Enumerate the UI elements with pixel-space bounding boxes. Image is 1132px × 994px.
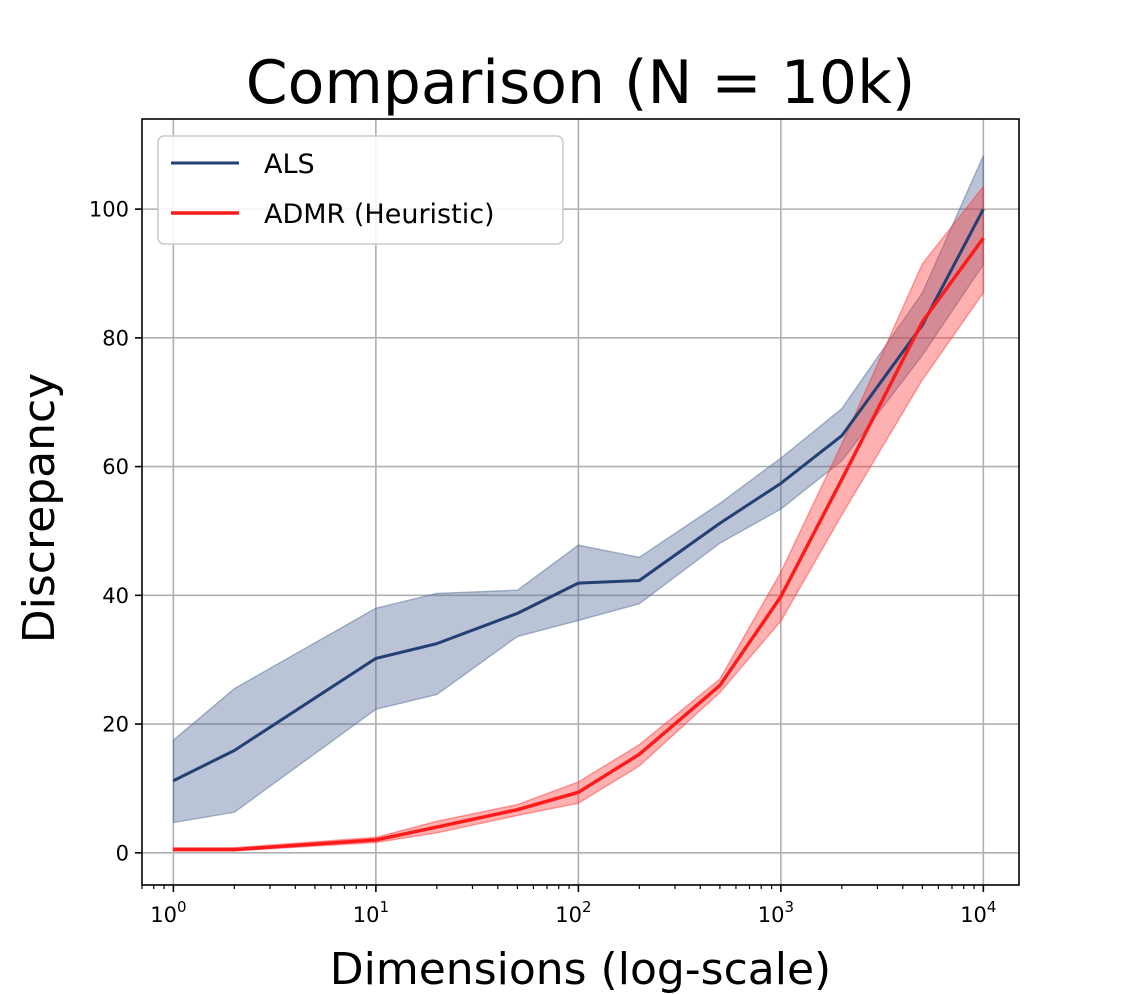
y-axis-title: Discrepancy bbox=[14, 373, 65, 643]
y-tick-label: 100 bbox=[89, 198, 129, 222]
legend: ALS ADMR (Heuristic) bbox=[157, 135, 564, 245]
grid bbox=[142, 119, 1019, 885]
y-tick-label: 40 bbox=[102, 584, 129, 608]
y-tick-label: 80 bbox=[102, 326, 129, 350]
y-tick-label: 20 bbox=[102, 713, 129, 737]
x-tick-label: 102 bbox=[555, 898, 591, 927]
legend-box bbox=[157, 135, 564, 245]
line-admr bbox=[173, 237, 985, 852]
y-tick-label: 0 bbox=[116, 841, 129, 865]
chart-title: Comparison (N = 10k) bbox=[246, 48, 916, 118]
line-als bbox=[172, 208, 985, 783]
x-axis-title: Dimensions (log-scale) bbox=[330, 944, 831, 994]
legend-label: ADMR (Heuristic) bbox=[264, 199, 495, 230]
band-als bbox=[172, 155, 985, 824]
y-tick-label: 60 bbox=[102, 455, 129, 479]
plot-frame bbox=[141, 118, 1020, 886]
legend-label: ALS bbox=[264, 149, 315, 180]
series-lines bbox=[172, 208, 985, 852]
